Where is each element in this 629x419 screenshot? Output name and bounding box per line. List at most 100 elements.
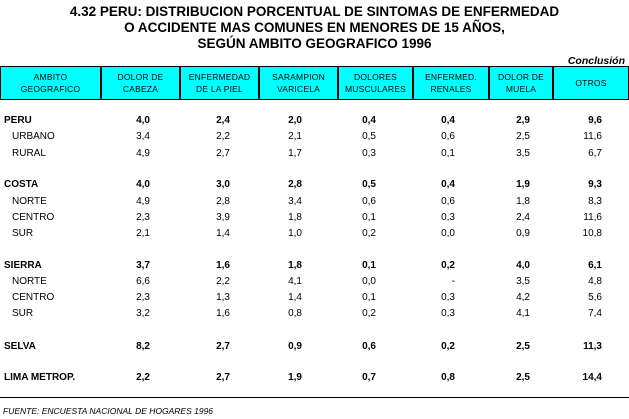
table-cell: 1,6 <box>216 308 230 319</box>
table-cell: 2,7 <box>216 372 230 383</box>
column-header: OTROS <box>553 66 629 100</box>
column-header-line-1: SARAMPION <box>272 72 325 82</box>
table-cell: 2,3 <box>136 212 150 223</box>
table-cell: 2,1 <box>288 131 302 142</box>
table-cell: 0,4 <box>441 115 455 126</box>
column-header-line-2: VARICELA <box>276 84 320 94</box>
table-cell: 0,3 <box>362 148 376 159</box>
column-header-line-2: GEOGRAFICO <box>20 84 81 94</box>
table-cell: 0,4 <box>441 179 455 190</box>
conclusion-label: Conclusión <box>567 55 625 67</box>
column-header: SARAMPION VARICELA <box>259 66 338 100</box>
table-cell: 5,6 <box>588 292 602 303</box>
row-label: SUR <box>12 228 34 239</box>
row-label: CENTRO <box>12 212 55 223</box>
table-cell: 0,1 <box>362 260 376 271</box>
table-cell: 4,1 <box>288 276 302 287</box>
table-cell: 4,9 <box>136 196 150 207</box>
column-header-line-2: DE LA PIEL <box>196 84 243 94</box>
table-cell: 11,3 <box>583 341 602 352</box>
table-cell: 1,3 <box>216 292 230 303</box>
table-cell: 0,8 <box>288 308 302 319</box>
table-cell: 1,4 <box>288 292 302 303</box>
table-cell: 0,3 <box>441 308 455 319</box>
row-label: COSTA <box>4 179 39 190</box>
table-cell: 0,6 <box>441 131 455 142</box>
table-cell: 2,5 <box>516 372 530 383</box>
table-cell: 3,9 <box>216 212 230 223</box>
table-cell: 0,8 <box>441 372 455 383</box>
column-header-line-2: MUSCULARES <box>344 84 407 94</box>
table-cell: 0,2 <box>362 308 376 319</box>
column-header-line-1: OTROS <box>575 78 607 88</box>
table-cell: 4,2 <box>516 292 530 303</box>
table-cell: 0,7 <box>362 372 376 383</box>
table-cell: 4,0 <box>516 260 530 271</box>
table-cell: 8,3 <box>588 196 602 207</box>
table-cell: 0,5 <box>362 131 376 142</box>
table-cell: 4,0 <box>136 115 150 126</box>
title-line-1: 4.32 PERU: DISTRIBUCION PORCENTUAL DE SI… <box>69 4 560 19</box>
row-label: SIERRA <box>4 260 42 271</box>
column-header: AMBITO GEOGRAFICO <box>0 66 101 100</box>
row-label: NORTE <box>12 196 47 207</box>
table-cell: 2,4 <box>516 212 530 223</box>
title-line-2: O ACCIDENTE MAS COMUNES EN MENORES DE 15… <box>124 20 505 35</box>
table-cell: 0,1 <box>362 212 376 223</box>
table-cell: 1,7 <box>288 148 302 159</box>
column-header-line-2: MUELA <box>505 84 537 94</box>
table-cell: 3,4 <box>136 131 150 142</box>
column-header-line-1: DOLOR DE <box>498 72 544 82</box>
table-cell: 2,7 <box>216 341 230 352</box>
row-label: SUR <box>12 308 34 319</box>
table-cell: 3,2 <box>136 308 150 319</box>
column-header-line-1: AMBITO <box>33 72 68 82</box>
table-cell: 2,0 <box>288 115 302 126</box>
table-cell: 3,5 <box>516 148 530 159</box>
table-cell: 3,4 <box>288 196 302 207</box>
table-cell: 1,0 <box>288 228 302 239</box>
table-cell: 2,2 <box>216 276 230 287</box>
table-cell: 6,6 <box>136 276 150 287</box>
table-cell: - <box>451 276 455 287</box>
column-header-line-1: ENFERMEDAD <box>188 72 251 82</box>
table-cell: 2,8 <box>216 196 230 207</box>
table-cell: 0,1 <box>441 148 455 159</box>
table-cell: 0,6 <box>441 196 455 207</box>
column-header: ENFERMEDAD DE LA PIEL <box>180 66 259 100</box>
table-cell: 0,1 <box>362 292 376 303</box>
table-cell: 2,2 <box>216 131 230 142</box>
row-label: SELVA <box>4 341 36 352</box>
table-cell: 0,9 <box>516 228 530 239</box>
table-cell: 1,4 <box>216 228 230 239</box>
table-cell: 1,8 <box>516 196 530 207</box>
table-cell: 2,1 <box>136 228 150 239</box>
table-cell: 11,6 <box>583 131 602 142</box>
table-cell: 2,5 <box>516 131 530 142</box>
table-cell: 6,7 <box>588 148 602 159</box>
table-cell: 0,3 <box>441 212 455 223</box>
table-cell: 0,0 <box>441 228 455 239</box>
table-cell: 4,9 <box>136 148 150 159</box>
row-label: NORTE <box>12 276 47 287</box>
table-cell: 0,9 <box>288 341 302 352</box>
row-label: RURAL <box>12 148 46 159</box>
table-cell: 2,9 <box>516 115 530 126</box>
table-cell: 0,6 <box>362 341 376 352</box>
column-header-line-2: CABEZA <box>122 84 159 94</box>
table-cell: 10,8 <box>582 228 602 239</box>
table-cell: 0,2 <box>441 341 455 352</box>
source-note: FUENTE: ENCUESTA NACIONAL DE HOGARES 199… <box>3 406 214 416</box>
table-cell: 0,2 <box>362 228 376 239</box>
table-cell: 0,3 <box>441 292 455 303</box>
table-cell: 0,2 <box>441 260 455 271</box>
table-cell: 1,9 <box>516 179 530 190</box>
table-cell: 9,6 <box>588 115 602 126</box>
table-cell: 14,4 <box>582 372 602 383</box>
table-cell: 0,6 <box>362 196 376 207</box>
row-label: PERU <box>4 115 32 126</box>
table-cell: 1,8 <box>288 260 302 271</box>
table-cell: 0,4 <box>362 115 376 126</box>
table-cell: 2,4 <box>216 115 230 126</box>
row-label: LIMA METROP. <box>4 372 76 383</box>
